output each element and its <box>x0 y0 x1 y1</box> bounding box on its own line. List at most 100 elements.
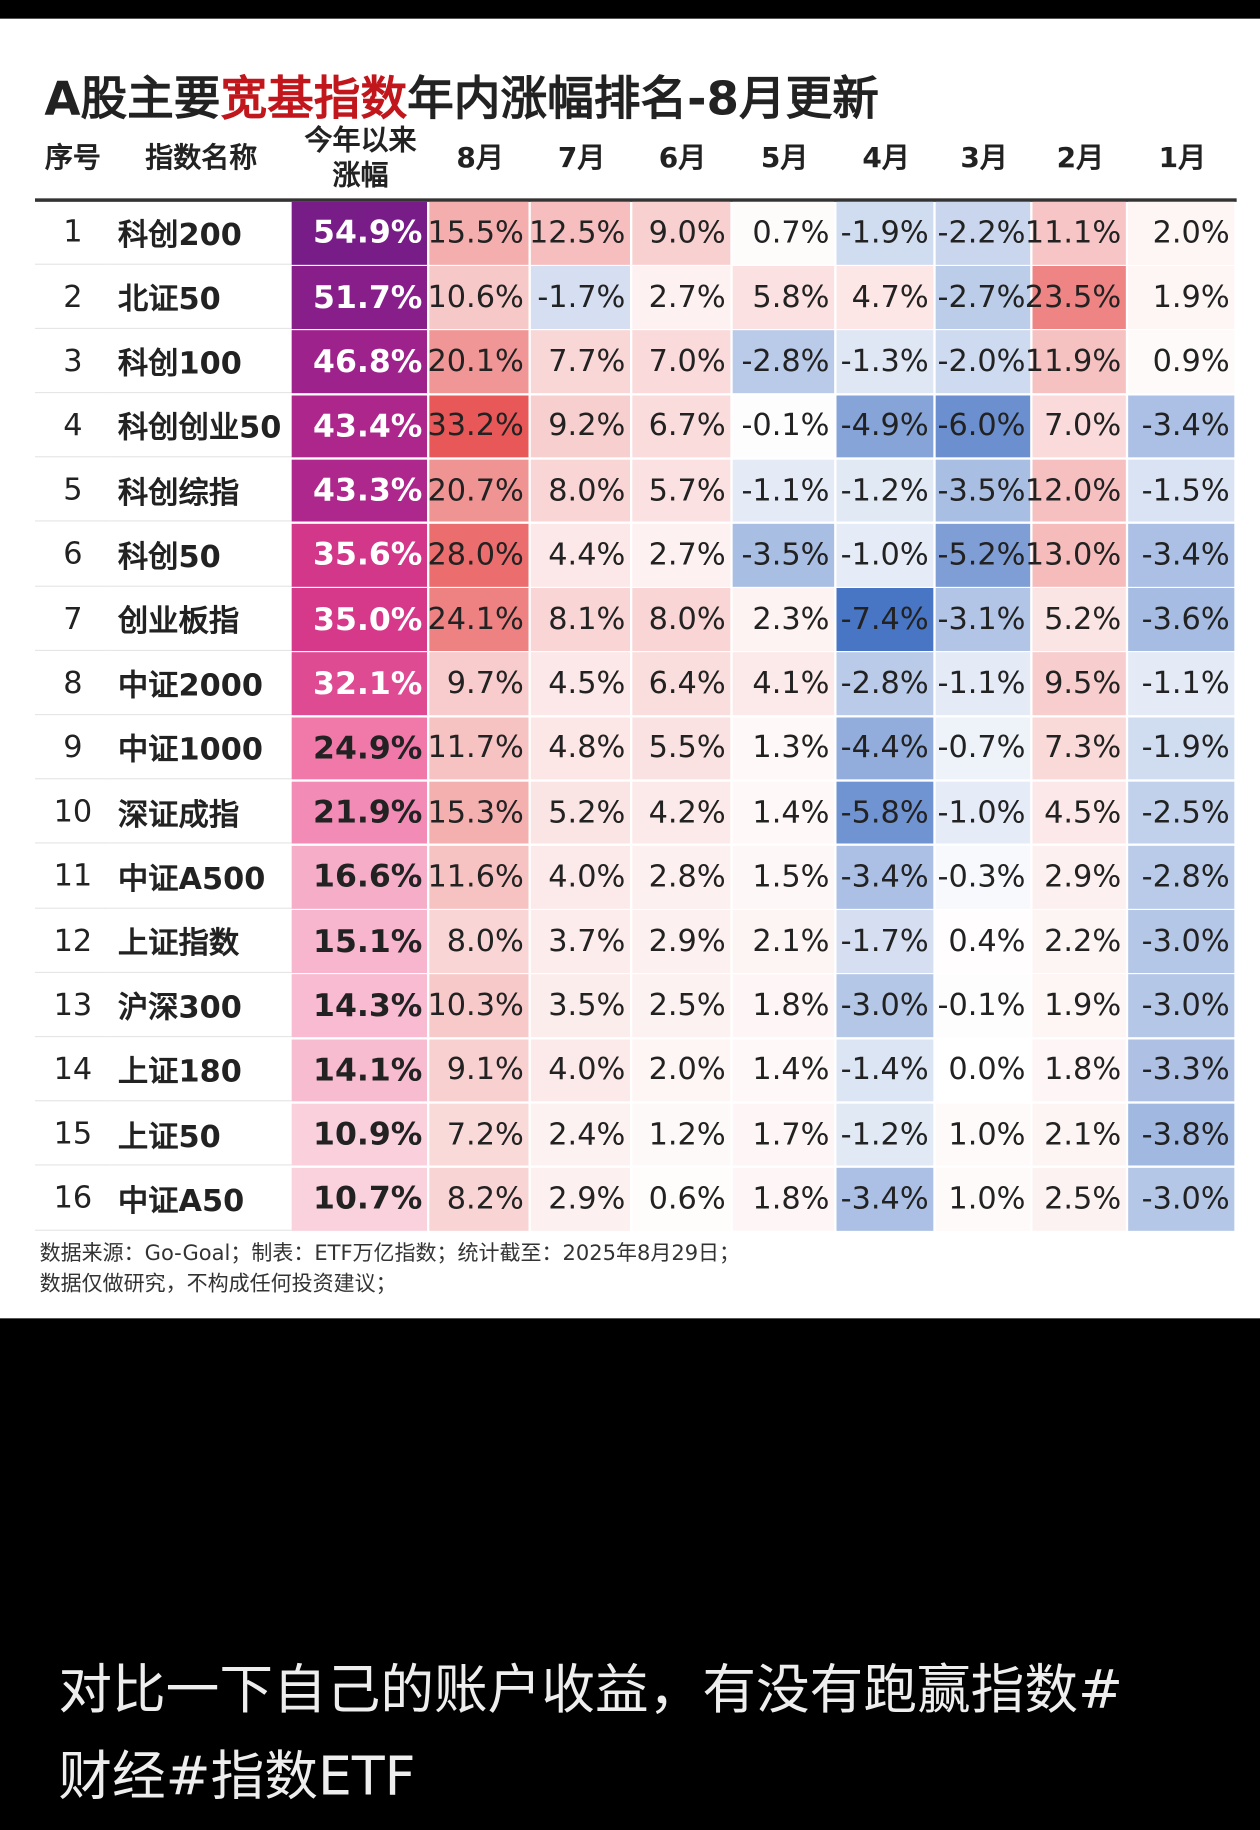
month-cell: 9.0% <box>632 201 731 265</box>
month-cell: 0.4% <box>935 910 1031 973</box>
column-header: 序号 <box>44 141 101 174</box>
row-number: 16 <box>35 1168 111 1231</box>
month-cell: -0.7% <box>935 717 1031 780</box>
ytd-cell: 35.0% <box>291 588 428 651</box>
row-number: 2 <box>35 266 111 329</box>
month-cell: 8.0% <box>530 459 631 523</box>
month-cell: 11.9% <box>1025 330 1126 394</box>
row-number: 8 <box>35 653 111 716</box>
month-cell: 20.7% <box>427 459 529 523</box>
month-cell: 1.5% <box>732 845 835 909</box>
month-cell: 7.2% <box>429 1103 529 1167</box>
month-cell: 8.0% <box>632 588 731 651</box>
month-cell: 2.7% <box>632 266 731 329</box>
ytd-cell: 10.9% <box>291 1103 428 1167</box>
month-cell: 24.1% <box>427 588 529 651</box>
month-cell: 1.2% <box>632 1103 731 1167</box>
month-cell: 7.7% <box>530 330 631 394</box>
month-cell: 0.0% <box>935 1039 1031 1102</box>
month-cell: 2.9% <box>632 910 731 973</box>
month-cell: 6.7% <box>632 395 731 458</box>
month-cell: 5.7% <box>632 459 731 523</box>
month-cell: -2.8% <box>836 652 934 716</box>
month-cell: -1.5% <box>1128 459 1235 523</box>
index-name: 上证50 <box>110 1103 292 1167</box>
month-cell: 4.5% <box>1032 781 1126 845</box>
month-cell: 13.0% <box>1025 523 1126 587</box>
index-name: 北证50 <box>110 266 292 329</box>
index-name: 科创综指 <box>110 459 292 523</box>
month-cell: -1.1% <box>935 652 1031 716</box>
month-cell: -0.1% <box>935 974 1031 1038</box>
ytd-cell: 32.1% <box>291 652 428 716</box>
month-cell: 2.4% <box>530 1103 631 1167</box>
month-cell: 5.8% <box>732 266 835 329</box>
footer-note: 数据仅做研究，不构成任何投资建议； <box>39 1271 397 1297</box>
month-cell: 10.3% <box>427 974 529 1038</box>
month-cell: 12.5% <box>529 201 631 265</box>
month-cell: 4.0% <box>530 845 631 909</box>
month-cell: -3.0% <box>1128 974 1235 1038</box>
month-cell: -4.4% <box>836 717 934 780</box>
month-cell: -0.3% <box>935 845 1031 909</box>
month-cell: 2.9% <box>1032 845 1126 909</box>
month-cell: -3.8% <box>1128 1103 1235 1167</box>
month-cell: 9.7% <box>429 652 529 716</box>
month-cell: -5.2% <box>935 523 1031 587</box>
column-header: 3月 <box>960 141 1008 174</box>
month-cell: -3.0% <box>836 974 934 1038</box>
row-number: 14 <box>35 1039 111 1102</box>
row-number: 11 <box>35 846 111 909</box>
month-cell: -1.2% <box>836 1103 934 1167</box>
month-cell: 0.9% <box>1128 330 1235 394</box>
month-cell: 2.1% <box>732 910 835 973</box>
month-cell: 2.0% <box>632 1039 731 1102</box>
ytd-cell: 10.7% <box>291 1167 428 1231</box>
month-cell: -4.9% <box>836 395 934 458</box>
ytd-cell: 54.9% <box>291 201 428 265</box>
month-cell: -2.8% <box>1128 845 1235 909</box>
ytd-cell: 15.1% <box>291 910 428 973</box>
month-cell: 9.1% <box>429 1039 529 1102</box>
month-cell: 4.8% <box>530 717 631 780</box>
index-name: 科创创业50 <box>110 395 292 458</box>
index-name: 中证A50 <box>110 1168 292 1231</box>
month-cell: 5.5% <box>632 717 731 780</box>
row-number: 6 <box>35 524 111 587</box>
month-cell: 9.2% <box>530 395 631 458</box>
month-cell: 11.7% <box>427 717 529 780</box>
row-number: 10 <box>35 781 111 845</box>
caption: 财经#指数ETF <box>58 1744 416 1808</box>
month-cell: -3.6% <box>1128 588 1235 651</box>
ytd-cell: 51.7% <box>291 266 428 329</box>
month-cell: -6.0% <box>935 395 1031 458</box>
month-cell: -2.7% <box>935 266 1031 329</box>
month-cell: -2.0% <box>935 330 1031 394</box>
title-highlight: 宽基指数 <box>220 72 408 127</box>
month-cell: -3.3% <box>1128 1039 1235 1102</box>
month-cell: 4.7% <box>836 266 934 329</box>
month-cell: 0.6% <box>632 1167 731 1231</box>
column-header: 8月 <box>456 141 504 174</box>
column-header: 4月 <box>862 141 910 174</box>
ytd-cell: 43.3% <box>291 459 428 523</box>
month-cell: -1.7% <box>836 910 934 973</box>
month-cell: 11.6% <box>427 845 529 909</box>
index-name: 科创200 <box>110 202 292 265</box>
month-cell: -3.4% <box>836 1167 934 1231</box>
index-name: 中证2000 <box>110 653 292 716</box>
title-part: 年内涨幅排名-8月更新 <box>407 72 879 127</box>
month-cell: 7.0% <box>1032 395 1126 458</box>
row-number: 13 <box>35 975 111 1038</box>
month-cell: 4.2% <box>632 781 731 845</box>
index-name: 中证A500 <box>110 846 292 909</box>
month-cell: 4.4% <box>530 523 631 587</box>
month-cell: 33.2% <box>427 395 529 458</box>
month-cell: -7.4% <box>836 588 934 651</box>
month-cell: -3.4% <box>1128 395 1235 458</box>
month-cell: -1.9% <box>1128 717 1235 780</box>
month-cell: 9.5% <box>1032 652 1126 716</box>
month-cell: 4.1% <box>732 652 835 716</box>
month-cell: 3.7% <box>530 910 631 973</box>
